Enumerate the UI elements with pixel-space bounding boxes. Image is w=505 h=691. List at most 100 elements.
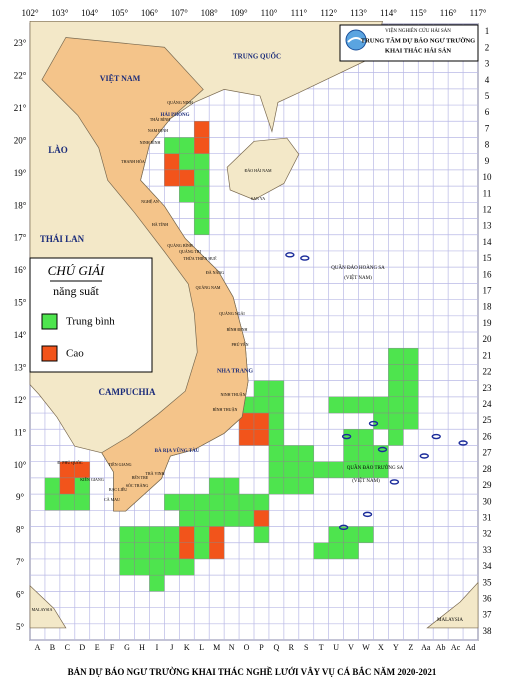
place-label: THỪA THIÊN HUẾ [183,256,217,261]
forecast-cell [268,380,285,398]
place-label: SÓC TRĂNG [126,483,149,488]
forecast-cell [253,510,270,527]
latitude-label: 23° [14,38,27,48]
place-label: TRÀ VINH [146,471,165,476]
borneo [426,581,479,629]
center-name: TRUNG TÂM DỰ BÁO NGƯ TRƯỜNG [361,36,475,44]
forecast-cell [223,477,240,495]
latitude-label: 15° [14,298,27,308]
row-label: 37 [483,610,493,620]
column-label: Z [408,643,413,652]
legend-label: Cao [66,348,84,360]
forecast-cell [149,558,165,576]
forecast-cell [268,461,285,479]
forecast-cell [223,493,240,511]
column-label: Aa [421,643,431,652]
forecast-cell [194,202,210,219]
forecast-cell [268,429,285,446]
column-label: W [362,643,370,652]
latitude-label: 9° [16,492,25,502]
place-label: MALAYSIA [32,607,53,612]
island-reef [431,433,441,440]
row-label: 24 [483,399,493,409]
column-label: R [289,643,295,652]
row-label: 2 [485,42,490,52]
map-title: BẢN DỰ BÁO NGƯ TRƯỜNG KHAI THÁC NGHỀ LƯỚ… [68,667,437,677]
forecast-cell [208,526,225,543]
forecast-cell [194,137,210,154]
forecast-cell [194,493,210,511]
forecast-cell [164,558,180,576]
row-label: 21 [483,350,492,360]
latitude-label: 10° [14,460,27,470]
island-reef [341,433,352,440]
forecast-cell [119,542,135,560]
forecast-cell [388,380,404,398]
place-label: LÀO [48,145,68,155]
longitude-label: 105° [111,8,129,18]
place-label: THÁI LAN [40,234,85,244]
row-label: 10 [483,172,493,182]
column-label: Q [274,643,280,652]
longitude-label: 102° [21,8,39,18]
forecast-cell [164,169,180,187]
forecast-cell [238,493,255,511]
column-label: B [50,643,55,652]
place-label: NHA TRANG [217,368,253,374]
forecast-cell [134,526,150,543]
column-label: L [199,643,204,652]
forecast-cell [253,526,270,543]
forecast-cell [328,396,344,414]
column-label: S [304,643,308,652]
forecast-cell [194,169,210,187]
forecast-cell [164,526,180,543]
institute: VIỆN NGHIÊN CỨU HẢI SẢN [385,28,451,34]
column-label: Ac [451,643,461,652]
column-label: Y [393,643,399,652]
forecast-cell [179,153,195,171]
row-label: 20 [483,334,493,344]
place-label: HÀ TĨNH [152,222,168,227]
place-label: BÌNH ĐỊNH [227,327,248,332]
latitude-label: 19° [14,168,27,178]
forecast-cell [253,493,270,511]
column-label: V [348,643,354,652]
forecast-cell [194,510,210,527]
column-label: O [244,643,250,652]
island-reef [389,479,400,485]
row-label: 33 [483,545,493,555]
forecast-cell [194,153,210,171]
place-label: QUẦN ĐẢO HOÀNG SA [331,265,385,271]
forecast-cell [358,445,374,462]
forecast-cell [44,477,61,495]
forecast-cell [238,510,255,527]
latitude-label: 20° [14,135,27,145]
forecast-cell [358,526,374,543]
row-label: 26 [483,431,493,441]
row-label: 15 [483,253,493,263]
island-reef [377,446,388,453]
row-label: 6 [485,107,490,117]
latitude-label: 12° [14,395,27,405]
column-label: T [319,643,324,652]
row-label: 11 [483,188,492,198]
place-label: BẠC LIÊU [109,487,127,492]
forecast-cell [238,429,255,446]
longitude-label: 112° [320,8,337,18]
row-label: 13 [483,221,493,231]
place-label: NAM ĐỊNH [148,128,168,133]
column-label: Ab [436,643,446,652]
forecast-cell [179,169,195,187]
row-label: 4 [485,75,490,85]
forecast-cell [343,396,359,414]
row-label: 34 [483,561,493,571]
forecast-cell [134,558,150,576]
forecast-cell [194,218,210,235]
forecast-cell [208,542,225,560]
legend-swatch [41,345,58,362]
row-label: 14 [483,237,493,247]
row-label: 19 [483,318,493,328]
forecast-cell [388,364,404,381]
forecast-cell [298,445,314,462]
forecast-cell [403,412,419,430]
